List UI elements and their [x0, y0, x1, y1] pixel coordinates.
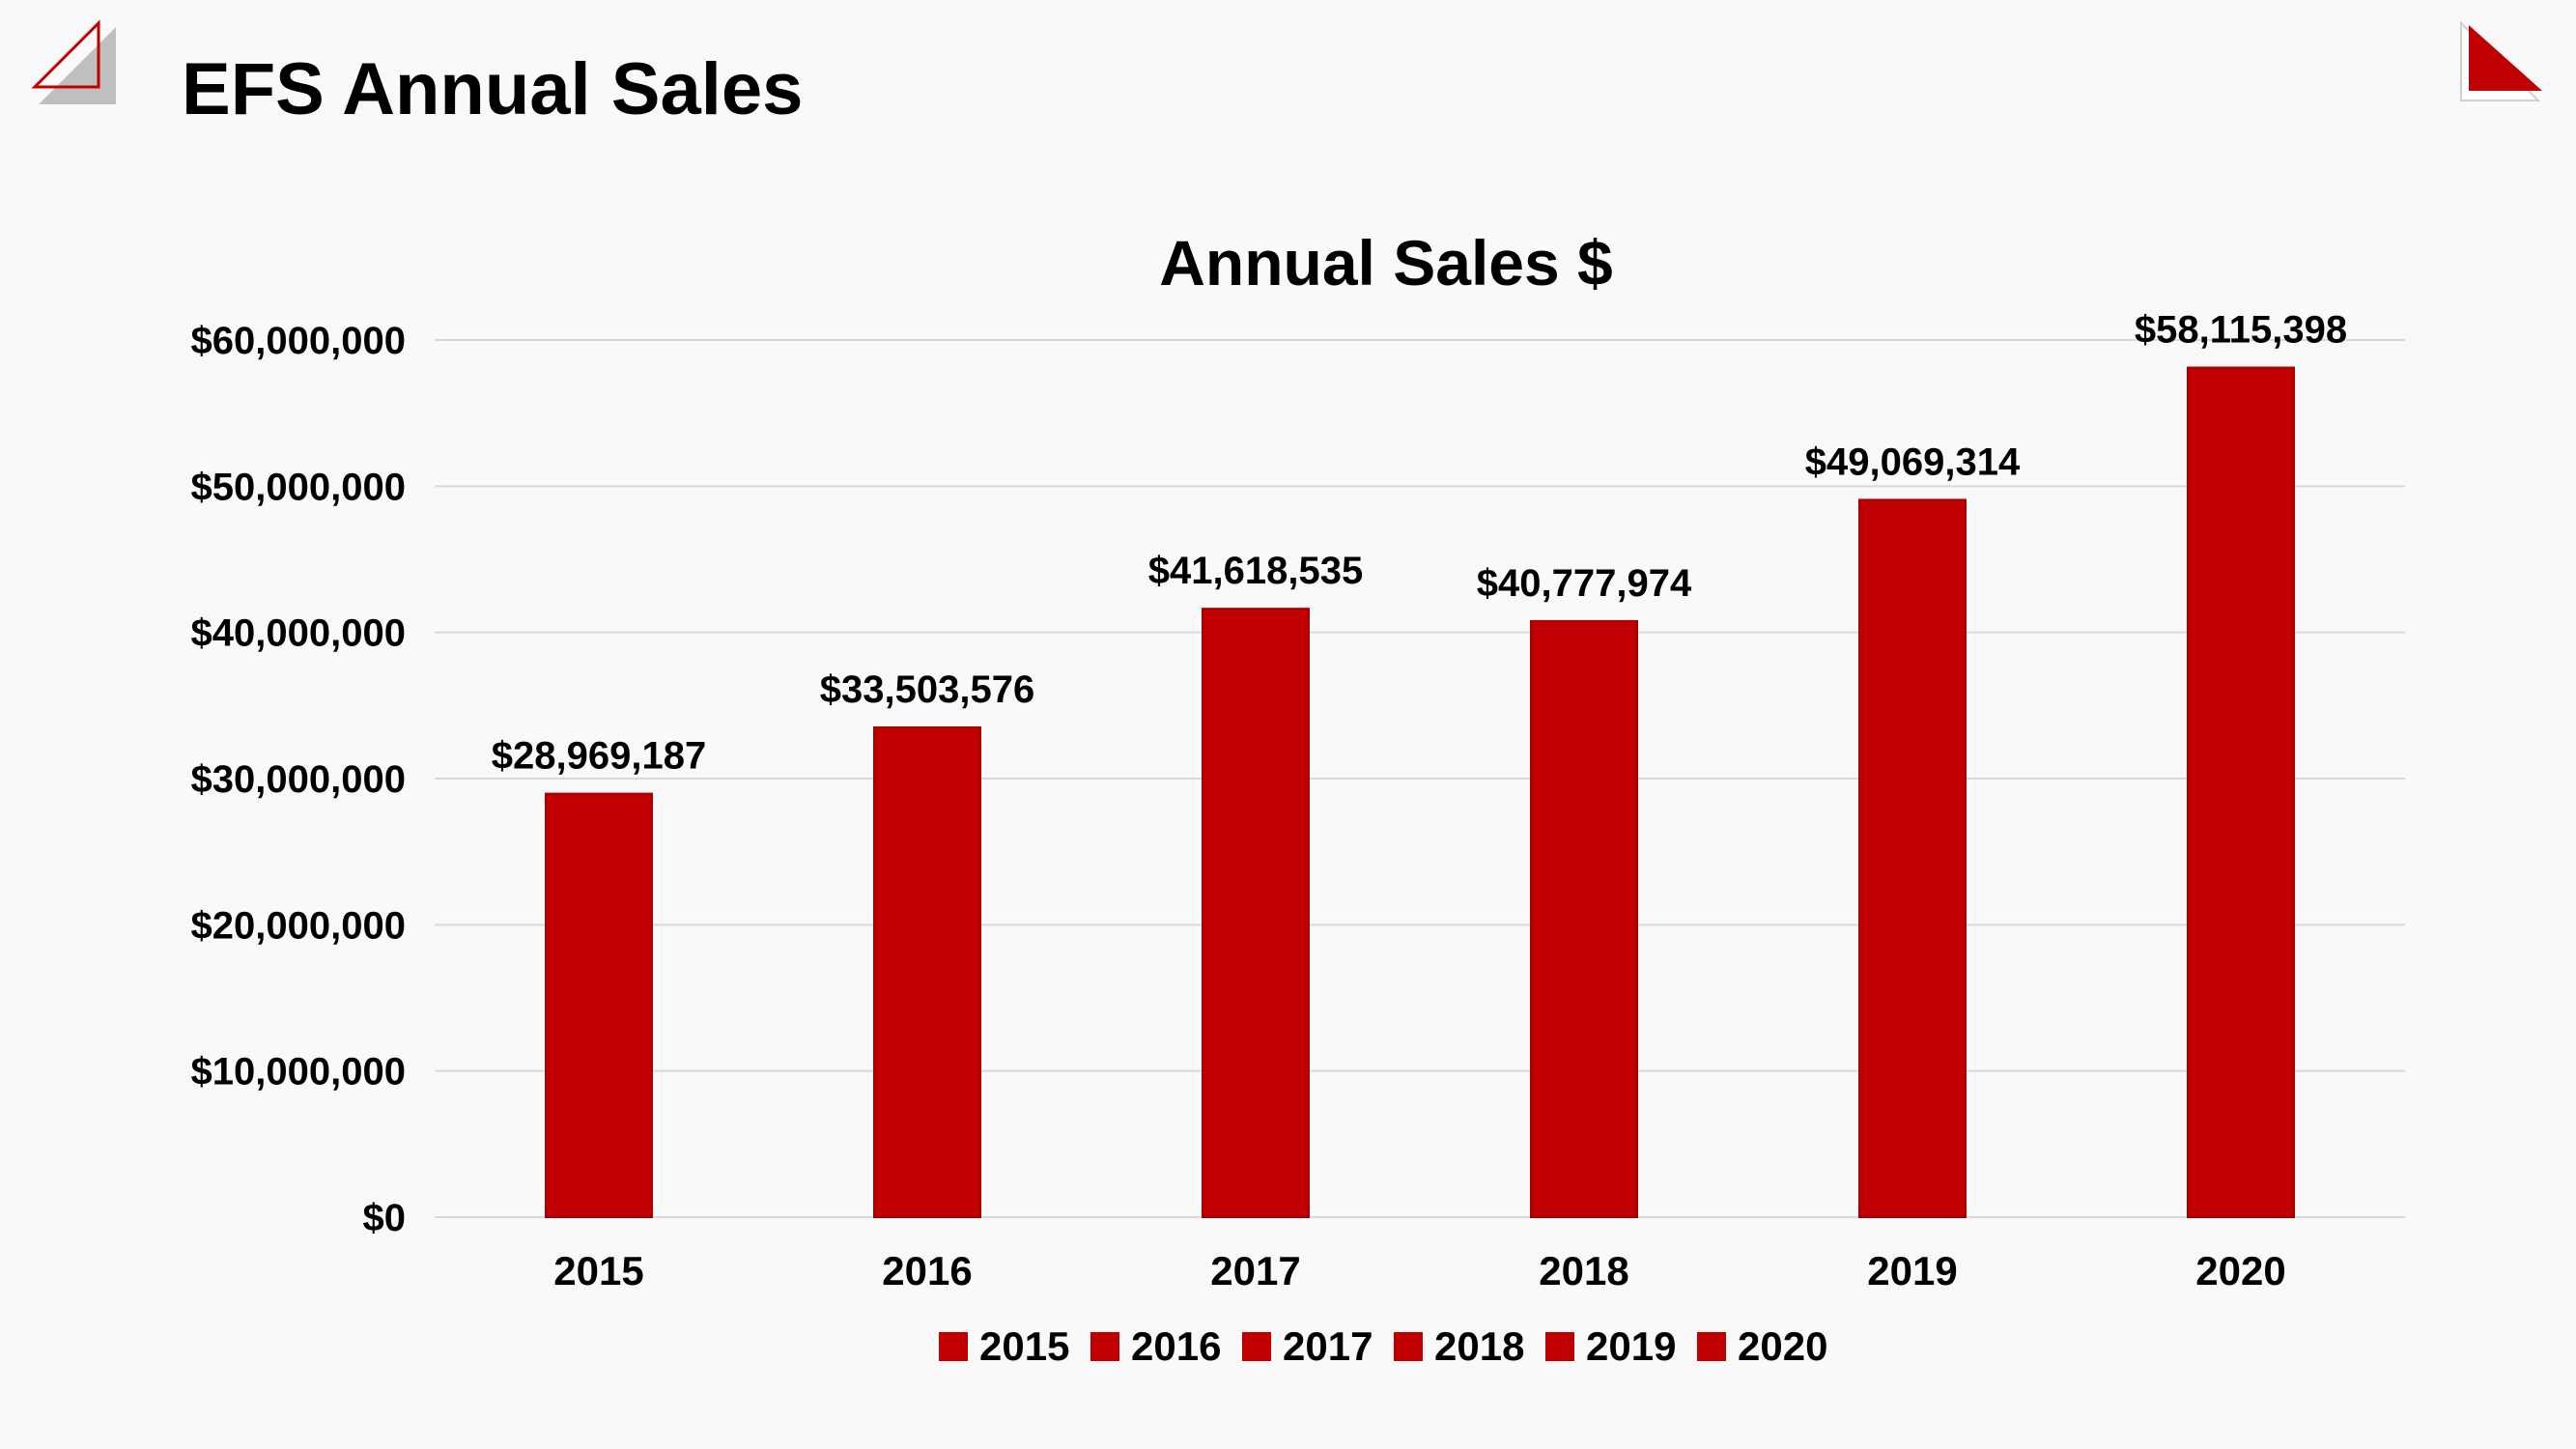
- data-label-2016: $33,503,576: [820, 668, 1034, 711]
- data-label-2019: $49,069,314: [1805, 440, 2021, 483]
- legend-swatch: [1697, 1332, 1726, 1361]
- page-title: EFS Annual Sales: [182, 48, 804, 130]
- x-tick-label-2019: 2019: [1867, 1248, 1957, 1293]
- legend-item-2015: 2015: [939, 1323, 1069, 1369]
- x-tick-label-2016: 2016: [882, 1248, 972, 1293]
- legend-label: 2017: [1283, 1323, 1373, 1369]
- legend-label: 2020: [1738, 1323, 1827, 1369]
- data-label-2020: $58,115,398: [2135, 309, 2347, 352]
- x-axis-ticks: 2015 2016 2017 2018 2019 2020: [553, 1248, 2285, 1293]
- y-tick-label: $50,000,000: [191, 466, 406, 508]
- legend-item-2016: 2016: [1090, 1323, 1221, 1369]
- bars: [545, 366, 2295, 1218]
- y-tick-label: $30,000,000: [191, 758, 406, 801]
- legend-swatch: [1394, 1332, 1423, 1361]
- legend-label: 2016: [1131, 1323, 1221, 1369]
- y-tick-label: $20,000,000: [191, 904, 406, 947]
- legend-swatch: [1090, 1332, 1119, 1361]
- legend-swatch: [1545, 1332, 1574, 1361]
- y-tick-label: $60,000,000: [191, 320, 406, 362]
- corner-decoration-top-right: [2460, 20, 2542, 101]
- x-tick-label-2018: 2018: [1539, 1248, 1628, 1293]
- gridlines: [435, 339, 2405, 1218]
- x-tick-label-2017: 2017: [1210, 1248, 1300, 1293]
- bar-2020: [2187, 366, 2295, 1218]
- data-label-2018: $40,777,974: [1477, 562, 1692, 605]
- y-axis-ticks: $0 $10,000,000 $20,000,000 $30,000,000 $40,0…: [191, 320, 406, 1239]
- y-tick-label: $40,000,000: [191, 612, 406, 655]
- legend-label: 2018: [1434, 1323, 1524, 1369]
- legend-item-2018: 2018: [1394, 1323, 1524, 1369]
- chart-title: Annual Sales $: [1159, 227, 1613, 298]
- data-label-2015: $28,969,187: [492, 735, 706, 778]
- legend-item-2019: 2019: [1545, 1323, 1676, 1369]
- data-labels: $28,969,187 $33,503,576 $41,618,535 $40,777…: [492, 309, 2347, 778]
- y-tick-label: $10,000,000: [191, 1051, 406, 1094]
- bar-2018: [1530, 619, 1638, 1218]
- legend-item-2017: 2017: [1242, 1323, 1373, 1369]
- x-tick-label-2015: 2015: [553, 1248, 643, 1293]
- bar-2016: [873, 725, 981, 1218]
- legend-item-2020: 2020: [1697, 1323, 1827, 1369]
- legend-swatch: [939, 1332, 968, 1361]
- bar-2019: [1858, 498, 1967, 1218]
- legend-swatch: [1242, 1332, 1271, 1361]
- x-tick-label-2020: 2020: [2195, 1248, 2285, 1293]
- bar-2017: [1202, 608, 1310, 1218]
- legend: 2015 2016 2017 2018 2019 2020: [939, 1323, 1827, 1369]
- legend-label: 2015: [979, 1323, 1069, 1369]
- data-label-2017: $41,618,535: [1148, 550, 1363, 592]
- bar-2015: [545, 792, 653, 1218]
- corner-decoration-top-left: [31, 19, 116, 104]
- y-tick-label: $0: [363, 1197, 407, 1239]
- legend-label: 2019: [1586, 1323, 1676, 1369]
